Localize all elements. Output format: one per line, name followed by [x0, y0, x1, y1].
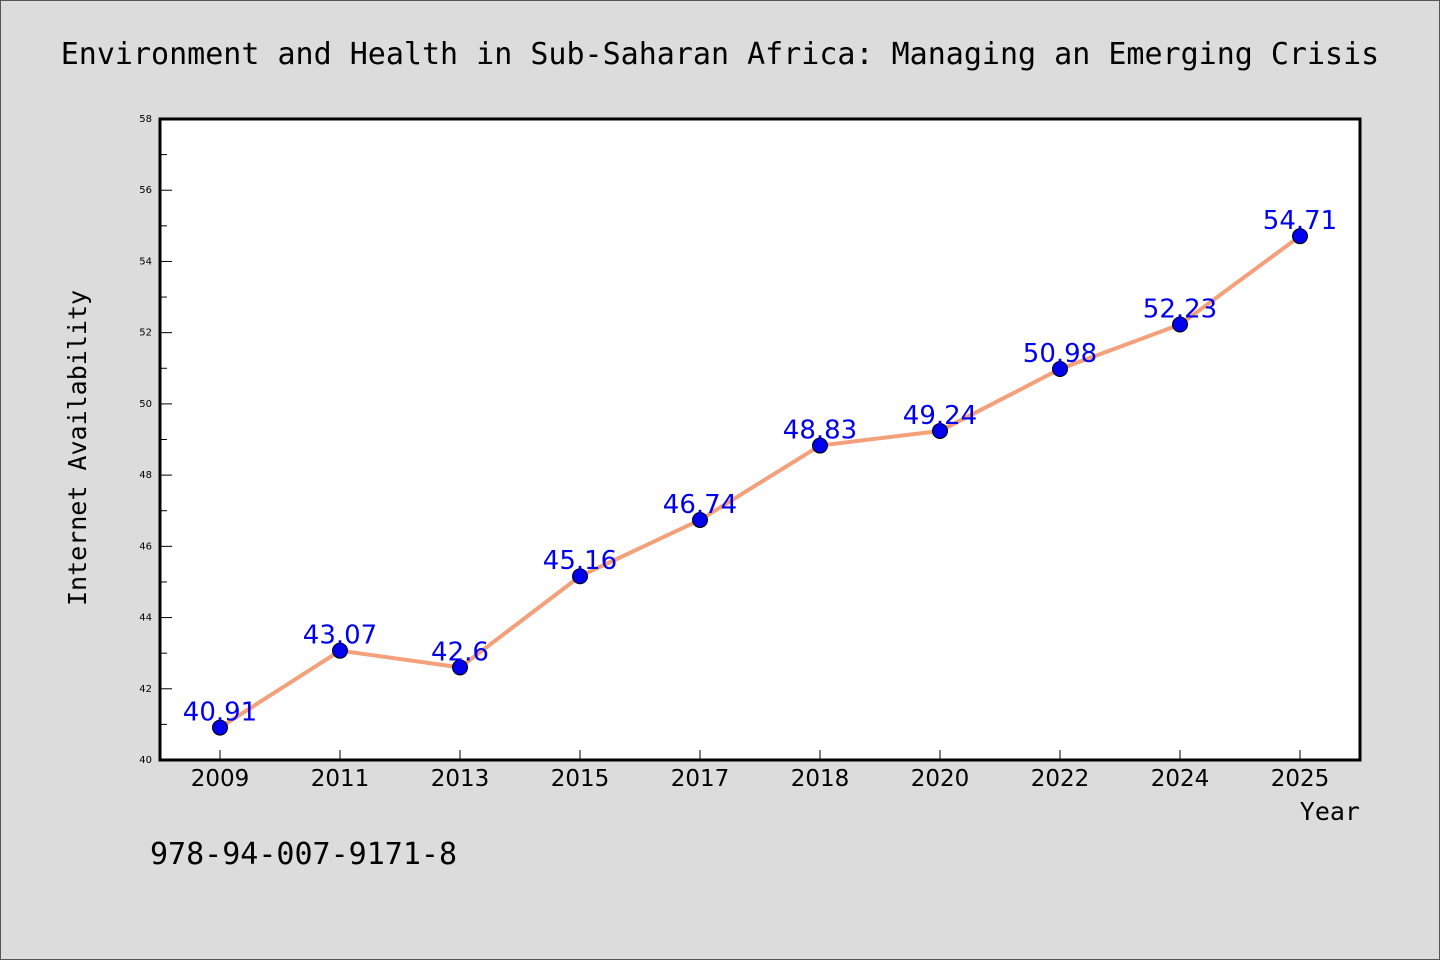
x-axis: 2009 2011 2013 2015 2017 2018 2020 2022 2024 2025	[191, 750, 1330, 792]
isbn-text: 978-94-007-9171-8	[150, 837, 457, 872]
data-label: 54.71	[1263, 206, 1337, 236]
x-tick-label: 2022	[1031, 766, 1090, 792]
data-point	[332, 642, 348, 659]
y-tick-label: 52	[139, 328, 152, 339]
x-tick-label: 2018	[791, 766, 850, 792]
y-tick-label: 50	[139, 399, 152, 410]
x-tick-label: 2017	[671, 766, 730, 792]
chart-title: Environment and Health in Sub-Saharan Af…	[61, 37, 1380, 72]
y-tick-label: 48	[139, 470, 152, 481]
data-label: 52.23	[1143, 294, 1217, 324]
y-axis-label: Internet Availability	[63, 290, 92, 606]
x-tick-label: 2011	[311, 766, 370, 792]
x-tick-label: 2009	[191, 766, 250, 792]
y-tick-label: 40	[139, 755, 152, 766]
data-label: 46.74	[663, 490, 737, 520]
data-label: 40.91	[183, 698, 257, 728]
y-tick-label: 42	[139, 684, 152, 695]
data-label: 45.16	[543, 546, 617, 576]
data-point	[692, 511, 708, 528]
series-line	[218, 234, 1302, 730]
data-label: 43.07	[303, 621, 377, 651]
data-label: 48.83	[783, 416, 857, 446]
x-tick-label: 2015	[551, 766, 610, 792]
y-tick-label: 46	[139, 541, 152, 552]
y-tick-label: 44	[139, 613, 152, 624]
data-point	[212, 719, 228, 736]
x-tick-label: 2013	[431, 766, 490, 792]
data-label: 49.24	[903, 401, 977, 431]
data-label: 42.6	[431, 637, 489, 667]
data-point	[452, 659, 468, 676]
plot-area	[158, 117, 1362, 762]
x-tick-label: 2025	[1271, 766, 1330, 792]
series-group: 40.91 43.07 42.6 45.16 46.74 48.83 49.24 50.98 5…	[183, 206, 1337, 736]
x-tick-label: 2020	[911, 766, 970, 792]
data-point	[1052, 360, 1068, 377]
data-point	[1292, 228, 1308, 245]
data-point	[1172, 316, 1188, 333]
data-point	[812, 437, 828, 454]
y-axis: 40 42 44 46 48 50 52 54 56 58	[139, 114, 172, 766]
data-label: 50.98	[1023, 339, 1097, 369]
data-point	[572, 568, 588, 585]
y-tick-label: 56	[139, 185, 152, 196]
y-tick-label: 58	[139, 114, 152, 125]
y-tick-label: 54	[139, 256, 152, 267]
x-tick-label: 2024	[1151, 766, 1210, 792]
data-point	[932, 422, 948, 439]
x-axis-label: Year	[1300, 797, 1360, 826]
